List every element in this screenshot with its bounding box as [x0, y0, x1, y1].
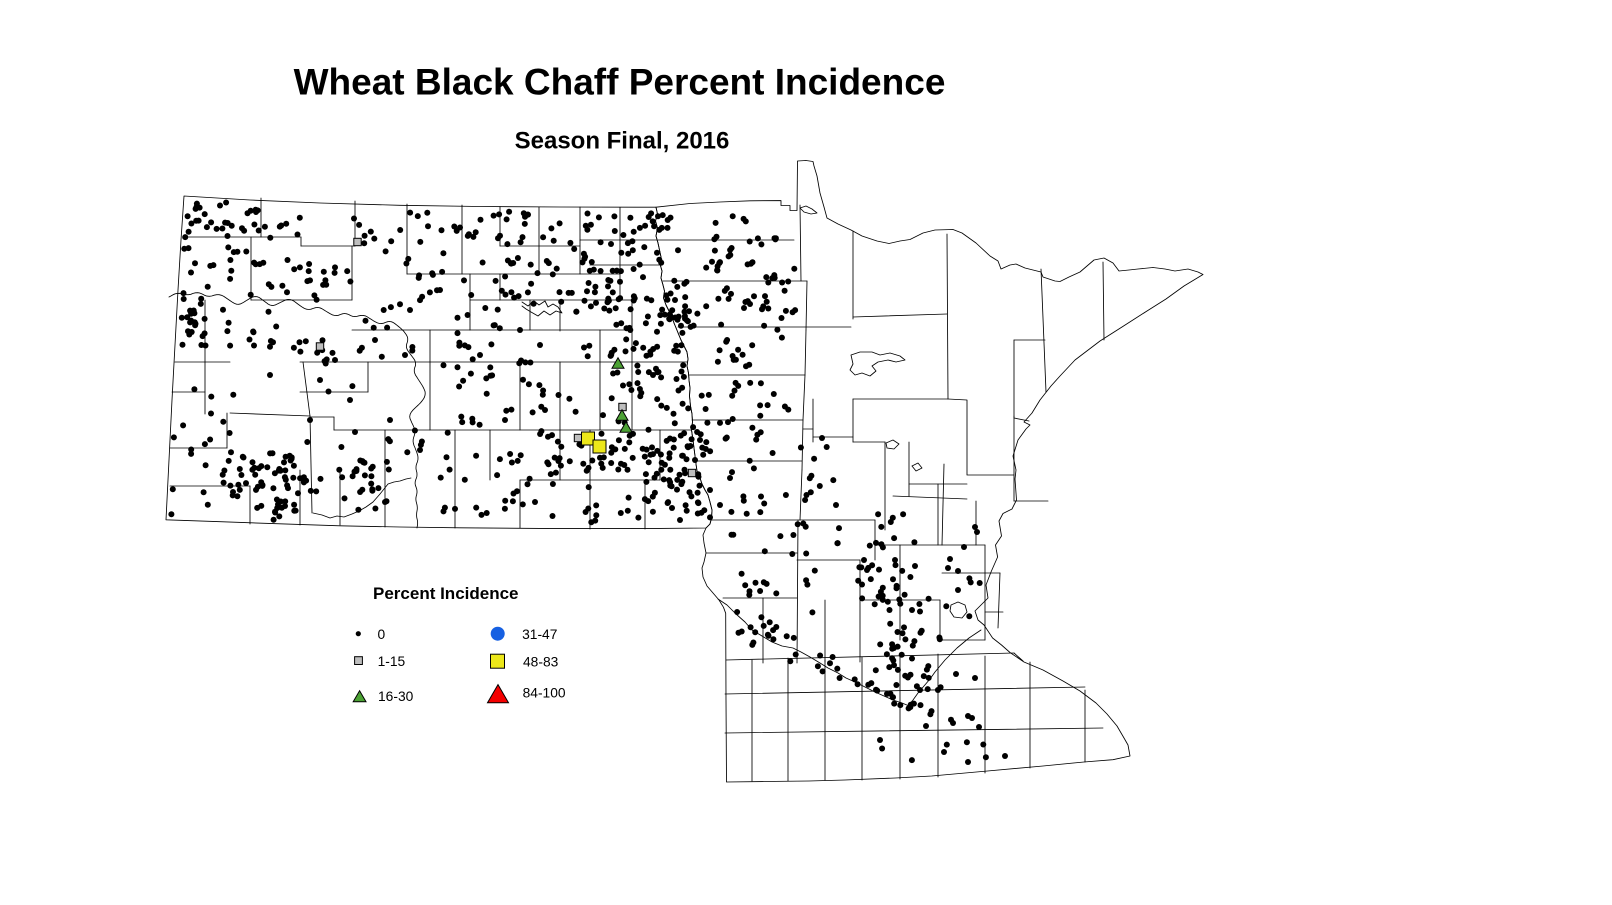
svg-text:16-30: 16-30 [378, 689, 414, 704]
svg-text:31-47: 31-47 [522, 627, 557, 642]
svg-text:1-15: 1-15 [378, 654, 406, 669]
svg-text:Percent Incidence: Percent Incidence [373, 584, 519, 603]
svg-text:48-83: 48-83 [523, 655, 559, 670]
svg-text:84-100: 84-100 [523, 686, 566, 701]
svg-text:Season Final, 2016: Season Final, 2016 [515, 127, 730, 154]
svg-text:0: 0 [378, 627, 386, 642]
svg-text:Wheat Black Chaff Percent Inci: Wheat Black Chaff Percent Incidence [294, 61, 946, 102]
